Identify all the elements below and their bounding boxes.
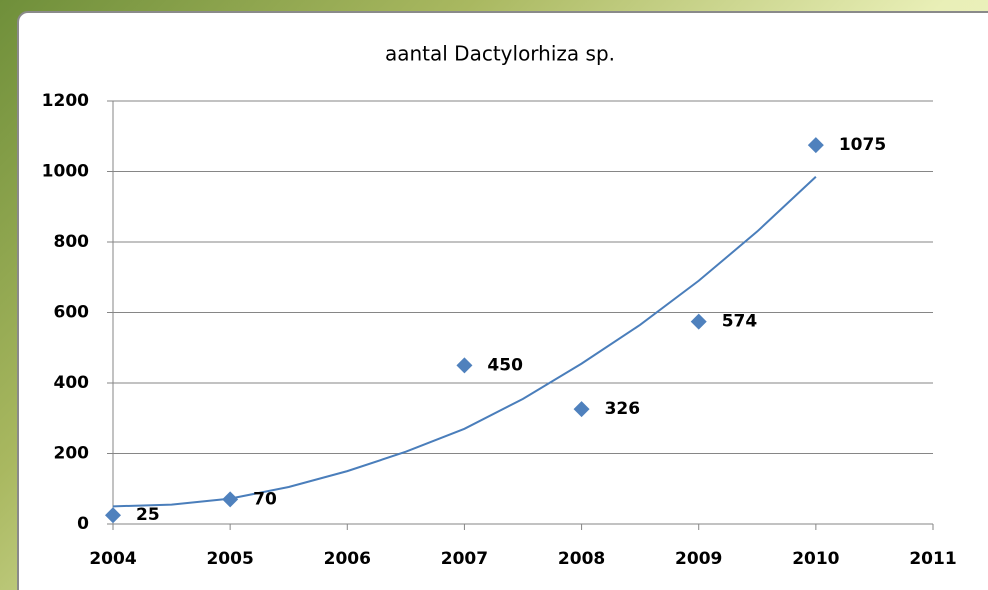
y-tick-label: 200 [54, 444, 90, 464]
x-tick-label: 2006 [324, 549, 371, 569]
chart-title: aantal Dactylorhiza sp. [385, 42, 615, 66]
y-tick-label: 0 [77, 514, 89, 534]
data-label: 70 [253, 489, 277, 509]
page: {"chart_data": {"type": "scatter", "titl… [0, 0, 988, 590]
y-tick-label: 1000 [42, 162, 89, 182]
x-tick-label: 2005 [206, 549, 253, 569]
data-label: 326 [605, 399, 641, 419]
x-tick-label: 2010 [792, 549, 839, 569]
data-label: 25 [136, 505, 160, 525]
y-tick-label: 1200 [42, 91, 89, 111]
data-label: 574 [722, 312, 758, 332]
chart-panel [18, 12, 988, 590]
x-tick-label: 2004 [89, 549, 136, 569]
x-tick-label: 2008 [558, 549, 605, 569]
y-tick-label: 800 [54, 232, 90, 252]
x-tick-label: 2007 [441, 549, 488, 569]
y-tick-label: 600 [54, 303, 90, 323]
x-tick-label: 2011 [909, 549, 956, 569]
x-tick-label: 2009 [675, 549, 722, 569]
chart: aantal Dactylorhiza sp. 0 200 400 600 800 100… [0, 0, 988, 590]
data-label: 1075 [839, 135, 886, 155]
y-tick-label: 400 [54, 373, 90, 393]
data-label: 450 [487, 355, 523, 375]
